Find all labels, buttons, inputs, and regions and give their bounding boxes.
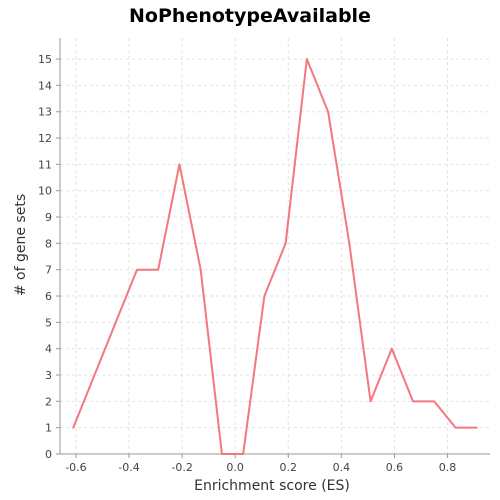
data-point bbox=[390, 347, 393, 350]
y-tick-label: 10 bbox=[38, 185, 52, 198]
x-tick-label: 0.6 bbox=[386, 461, 404, 474]
data-point bbox=[348, 242, 351, 245]
data-point bbox=[306, 58, 308, 60]
y-tick-label: 5 bbox=[45, 316, 52, 329]
y-tick-label: 15 bbox=[38, 53, 52, 66]
series-group bbox=[72, 58, 478, 455]
x-tick-label: -0.4 bbox=[118, 461, 139, 474]
x-tick-label: 0.2 bbox=[280, 461, 298, 474]
data-point bbox=[136, 268, 138, 271]
data-point bbox=[475, 426, 478, 429]
y-tick-label: 14 bbox=[38, 79, 52, 92]
data-point bbox=[454, 426, 457, 429]
data-point bbox=[369, 400, 372, 403]
axes bbox=[59, 38, 490, 455]
data-point bbox=[157, 268, 160, 271]
x-tick-label: -0.2 bbox=[171, 461, 192, 474]
data-point bbox=[412, 400, 414, 403]
data-point bbox=[284, 242, 287, 245]
data-point bbox=[263, 295, 266, 297]
y-tick-label: 1 bbox=[45, 422, 52, 435]
y-tick-label: 0 bbox=[45, 448, 52, 461]
data-point bbox=[221, 453, 223, 455]
x-tick-label: 0.0 bbox=[226, 461, 244, 474]
plot-area bbox=[60, 38, 490, 454]
data-point bbox=[433, 400, 436, 403]
data-point bbox=[72, 426, 75, 429]
data-point bbox=[327, 110, 329, 113]
x-tick-label: 0.4 bbox=[333, 461, 351, 474]
data-point bbox=[178, 163, 181, 166]
y-tick-label: 13 bbox=[38, 106, 52, 119]
data-point bbox=[199, 268, 202, 271]
x-axis-ticks: -0.6 -0.4 -0.2 0.0 0.2 0.4 0.6 0.8 bbox=[65, 454, 456, 474]
y-tick-label: 8 bbox=[45, 237, 52, 250]
y-tick-label: 9 bbox=[45, 211, 52, 224]
series-line bbox=[72, 58, 478, 455]
x-tick-label: -0.6 bbox=[65, 461, 86, 474]
y-tick-label: 4 bbox=[45, 343, 52, 356]
y-tick-label: 7 bbox=[45, 264, 52, 277]
chart-title: NoPhenotypeAvailable bbox=[129, 5, 371, 27]
y-tick-label: 3 bbox=[45, 369, 52, 382]
y-tick-label: 2 bbox=[45, 395, 52, 408]
y-tick-label: 11 bbox=[38, 158, 52, 171]
x-axis-label: Enrichment score (ES) bbox=[194, 478, 350, 494]
data-point bbox=[242, 453, 244, 455]
y-axis-label: # of gene sets bbox=[13, 194, 29, 296]
y-tick-label: 6 bbox=[45, 290, 52, 303]
y-tick-label: 12 bbox=[38, 132, 52, 145]
x-tick-label: 0.8 bbox=[439, 461, 457, 474]
